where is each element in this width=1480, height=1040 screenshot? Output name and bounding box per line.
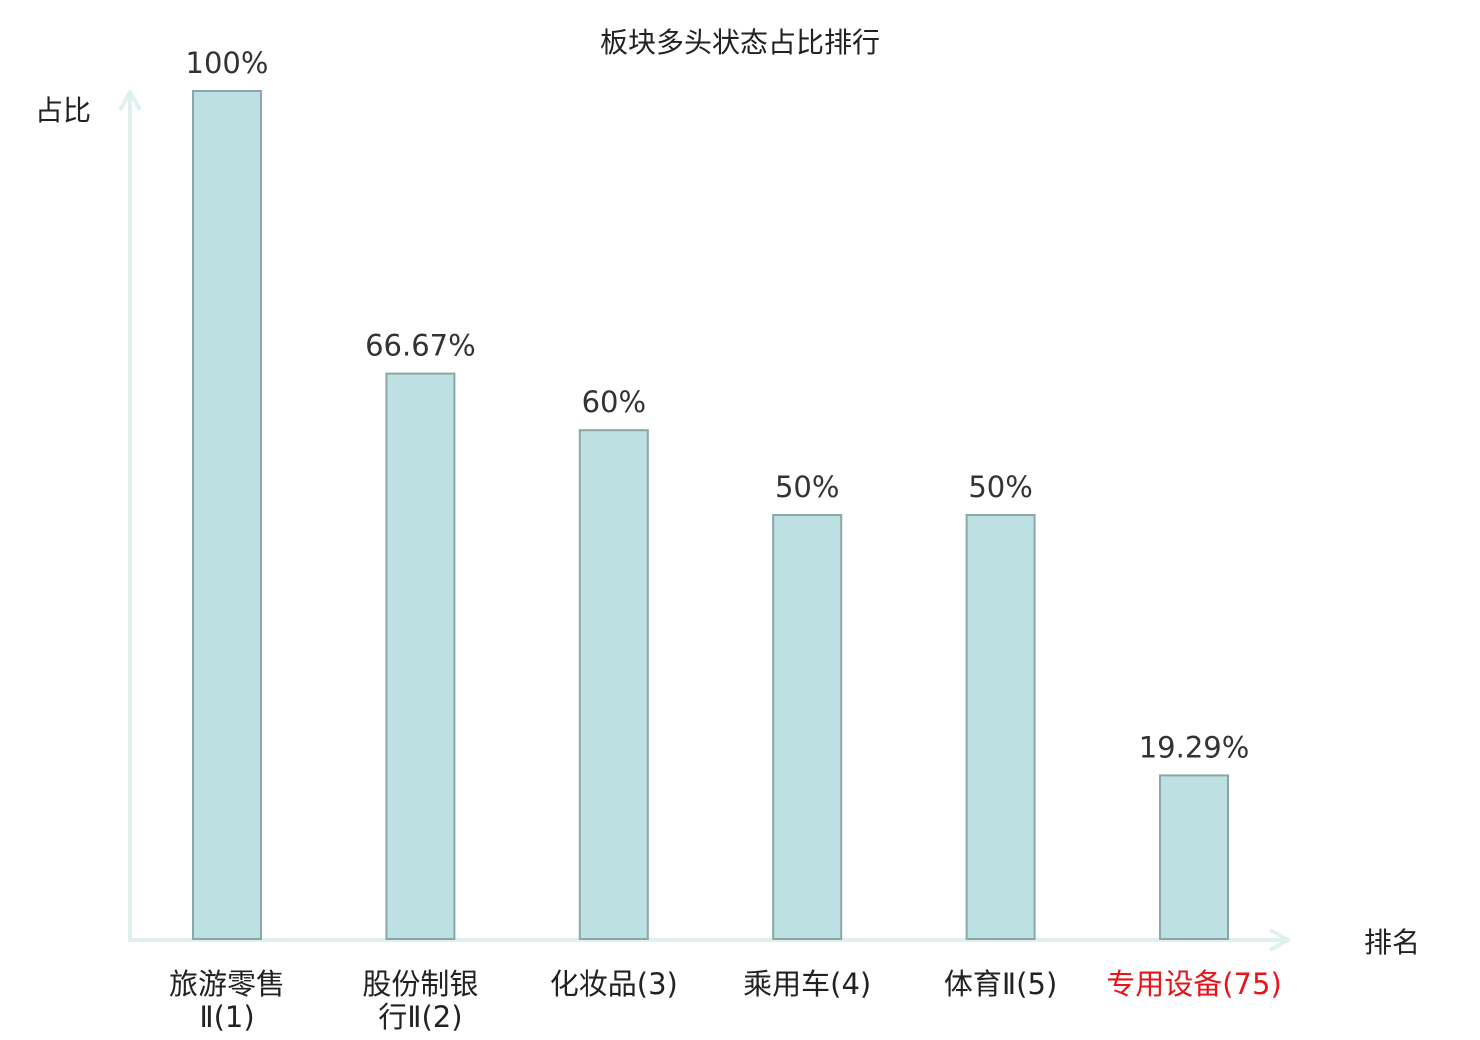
bar (772, 514, 843, 940)
bar-value-label: 50% (968, 470, 1032, 504)
chart-title: 板块多头状态占比排行 (600, 26, 880, 59)
bar (385, 372, 456, 941)
y-axis-arrowhead (118, 90, 142, 111)
bar-value-label: 100% (186, 46, 269, 80)
bar (578, 429, 649, 940)
bar (965, 514, 1036, 940)
x-tick-label: Ⅱ(1) (199, 1000, 254, 1034)
bar-value-label: 60% (582, 385, 646, 419)
x-tick-label: 旅游零售 (169, 967, 285, 1001)
value-labels: 100% 66.67% 60% 50% 50% 19.29% (186, 46, 1250, 764)
bar-value-label: 19.29% (1139, 730, 1250, 764)
x-tick-label: 体育Ⅱ(5) (944, 967, 1057, 1001)
x-tick-label: 股份制银 (362, 967, 478, 1001)
y-axis-label: 占比 (35, 94, 91, 127)
x-axis-label: 排名 (1364, 926, 1420, 959)
bar-value-label: 66.67% (365, 329, 476, 363)
x-tick-label: 行Ⅱ(2) (378, 1000, 462, 1034)
bar-value-label: 50% (775, 470, 839, 504)
x-tick-label: 乘用车(4) (743, 967, 871, 1001)
bar (192, 90, 262, 940)
x-axis-arrowhead (1269, 928, 1290, 952)
bar (1159, 774, 1229, 941)
x-tick-label: 专用设备(75) (1106, 967, 1282, 1001)
bar-series (192, 90, 1229, 941)
x-tick-label: 化妆品(3) (550, 967, 678, 1001)
